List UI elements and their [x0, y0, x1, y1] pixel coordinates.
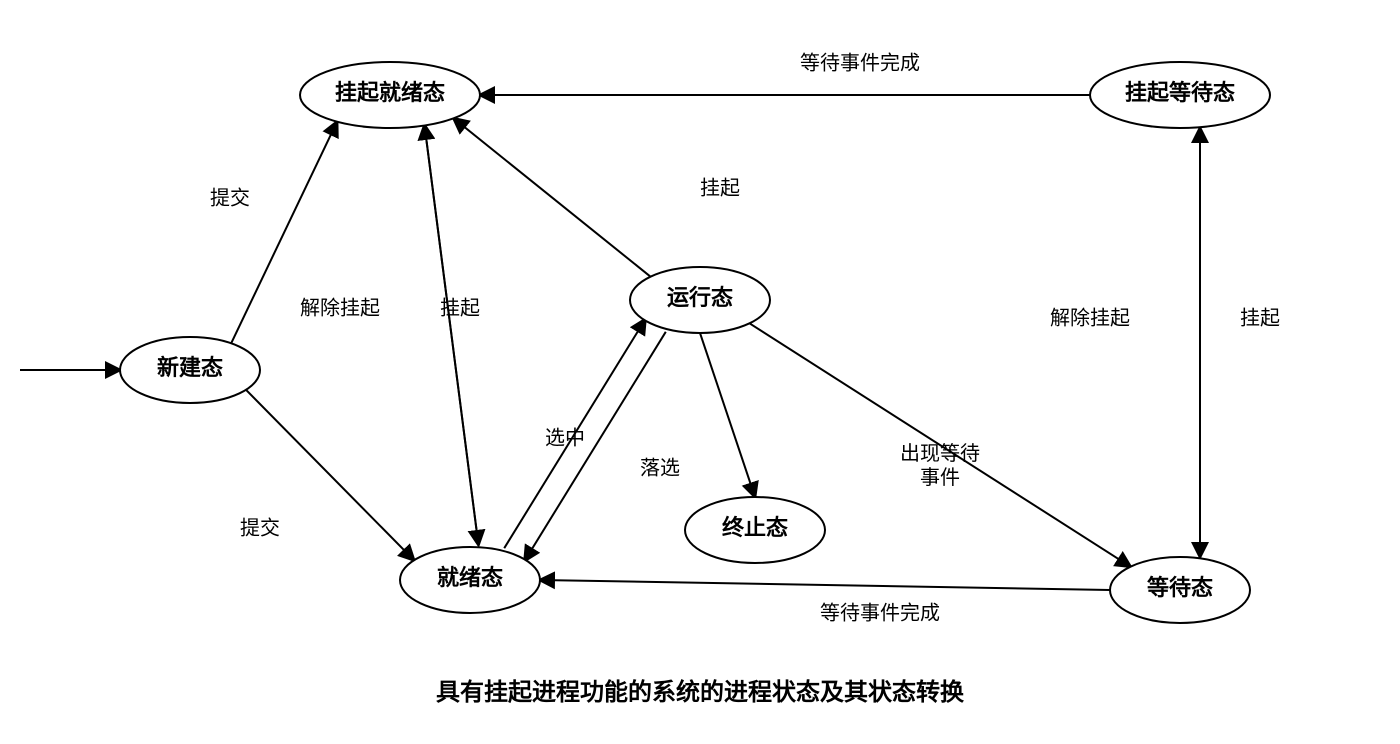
edge-label-running-ready: 落选	[640, 457, 680, 480]
state-node-terminated: 终止态	[685, 497, 825, 563]
edge-label-new-ready: 提交	[240, 517, 280, 540]
state-node-susp_wait: 挂起等待态	[1090, 62, 1270, 128]
edge-waiting-ready	[540, 580, 1110, 590]
state-node-ready: 就绪态	[400, 547, 540, 613]
svg-text:运行态: 运行态	[667, 285, 733, 310]
edge-label-waiting-suspwait: 挂起	[1240, 307, 1280, 330]
state-node-waiting: 等待态	[1110, 557, 1250, 623]
state-node-new: 新建态	[120, 337, 260, 403]
edge-label-suspwait-waiting: 解除挂起	[1050, 307, 1130, 330]
state-node-running: 运行态	[630, 267, 770, 333]
svg-text:终止态: 终止态	[722, 515, 788, 540]
nodes-layer: 新建态就绪态 运行态终止态等待态 挂起就绪态 挂起等待态	[120, 62, 1270, 623]
diagram-caption: 具有挂起进程功能的系统的进程状态及其状态转换	[436, 678, 965, 706]
edge-label-suspready-ready: 解除挂起	[300, 297, 380, 320]
edge-running-term	[700, 333, 755, 497]
edge-label-waiting-ready: 等待事件完成	[820, 602, 940, 625]
edge-running-suspready	[454, 118, 651, 276]
edge-label-ready-running: 选中	[545, 427, 585, 450]
state-node-susp_ready: 挂起就绪态	[300, 62, 480, 128]
edge-label-suspwait-suspready: 等待事件完成	[800, 52, 920, 75]
state-diagram: 提交提交解除挂起挂起选中落选挂起出现等待事件等待事件完成挂起解除挂起等待事件完成…	[0, 0, 1400, 744]
svg-text:就绪态: 就绪态	[437, 565, 503, 590]
svg-text:等待态: 等待态	[1147, 575, 1213, 600]
svg-text:挂起等待态: 挂起等待态	[1125, 80, 1235, 105]
edge-label-new-suspready: 提交	[210, 187, 250, 210]
svg-text:新建态: 新建态	[157, 355, 223, 380]
edge-label-running-waiting: 出现等待事件	[900, 442, 980, 489]
edge-ready-suspready	[424, 125, 478, 545]
edge-label-ready-suspready: 挂起	[440, 297, 480, 320]
edge-label-running-suspready: 挂起	[700, 177, 740, 200]
svg-text:挂起就绪态: 挂起就绪态	[335, 80, 445, 105]
